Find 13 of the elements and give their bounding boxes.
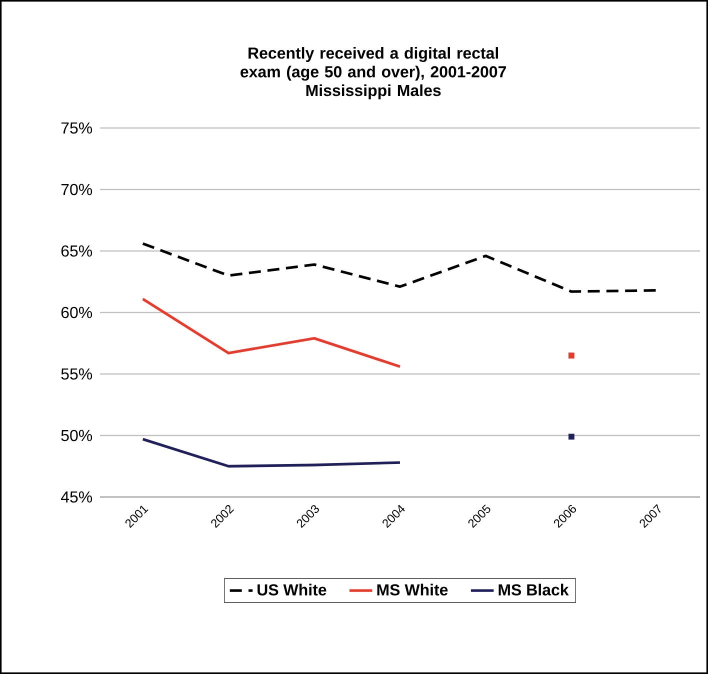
- legend-label: US White: [258, 584, 326, 596]
- legend-label: MS Black: [498, 584, 569, 596]
- y-tick-label: 45%: [60, 491, 92, 503]
- y-tick-label: 65%: [61, 245, 92, 257]
- chart-title: Recently received a digital rectal exam (age 50 and over), 2001-2007: [240, 47, 506, 81]
- y-tick-label: 70%: [61, 184, 92, 196]
- legend-label: MS White: [377, 584, 448, 596]
- y-tick-label: 55%: [61, 368, 92, 380]
- line-series: [142, 242, 658, 293]
- y-tick-label: 75%: [61, 122, 92, 134]
- chart-subtitle: Mississippi Males: [306, 84, 441, 100]
- y-tick-label: 60%: [61, 306, 92, 318]
- y-tick-label: 50%: [61, 430, 92, 442]
